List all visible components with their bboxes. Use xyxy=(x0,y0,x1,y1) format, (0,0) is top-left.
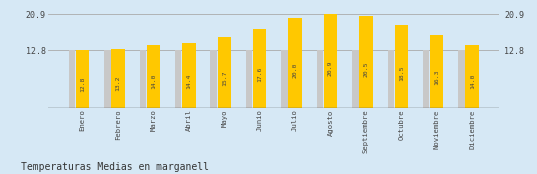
Bar xyxy=(175,50,182,108)
Text: 13.2: 13.2 xyxy=(115,75,121,91)
Bar xyxy=(253,29,266,108)
Bar xyxy=(147,45,160,108)
Bar xyxy=(69,50,75,108)
Bar xyxy=(281,50,288,108)
Text: 20.5: 20.5 xyxy=(364,62,368,77)
Bar xyxy=(211,50,217,108)
Text: 20.9: 20.9 xyxy=(328,61,333,76)
Bar xyxy=(430,35,444,108)
Bar xyxy=(395,25,408,108)
Text: 12.8: 12.8 xyxy=(80,76,85,92)
Text: 16.3: 16.3 xyxy=(434,69,439,85)
Text: 14.0: 14.0 xyxy=(470,74,475,89)
Bar xyxy=(352,50,359,108)
Bar xyxy=(182,43,195,108)
Text: 20.0: 20.0 xyxy=(293,62,297,78)
Bar xyxy=(111,49,125,108)
Bar xyxy=(76,50,89,108)
Text: Temperaturas Medias en marganell: Temperaturas Medias en marganell xyxy=(21,162,209,172)
Bar xyxy=(246,50,252,108)
Text: 15.7: 15.7 xyxy=(222,70,227,86)
Bar xyxy=(388,50,394,108)
Bar xyxy=(288,18,302,108)
Bar xyxy=(466,45,479,108)
Bar xyxy=(317,50,323,108)
Bar xyxy=(359,16,373,108)
Bar xyxy=(104,50,111,108)
Bar xyxy=(217,37,231,108)
Bar xyxy=(459,50,465,108)
Text: 17.6: 17.6 xyxy=(257,67,262,82)
Text: 18.5: 18.5 xyxy=(399,65,404,81)
Bar xyxy=(423,50,429,108)
Text: 14.0: 14.0 xyxy=(151,74,156,89)
Text: 14.4: 14.4 xyxy=(186,73,191,89)
Bar xyxy=(324,14,337,108)
Bar xyxy=(140,50,146,108)
